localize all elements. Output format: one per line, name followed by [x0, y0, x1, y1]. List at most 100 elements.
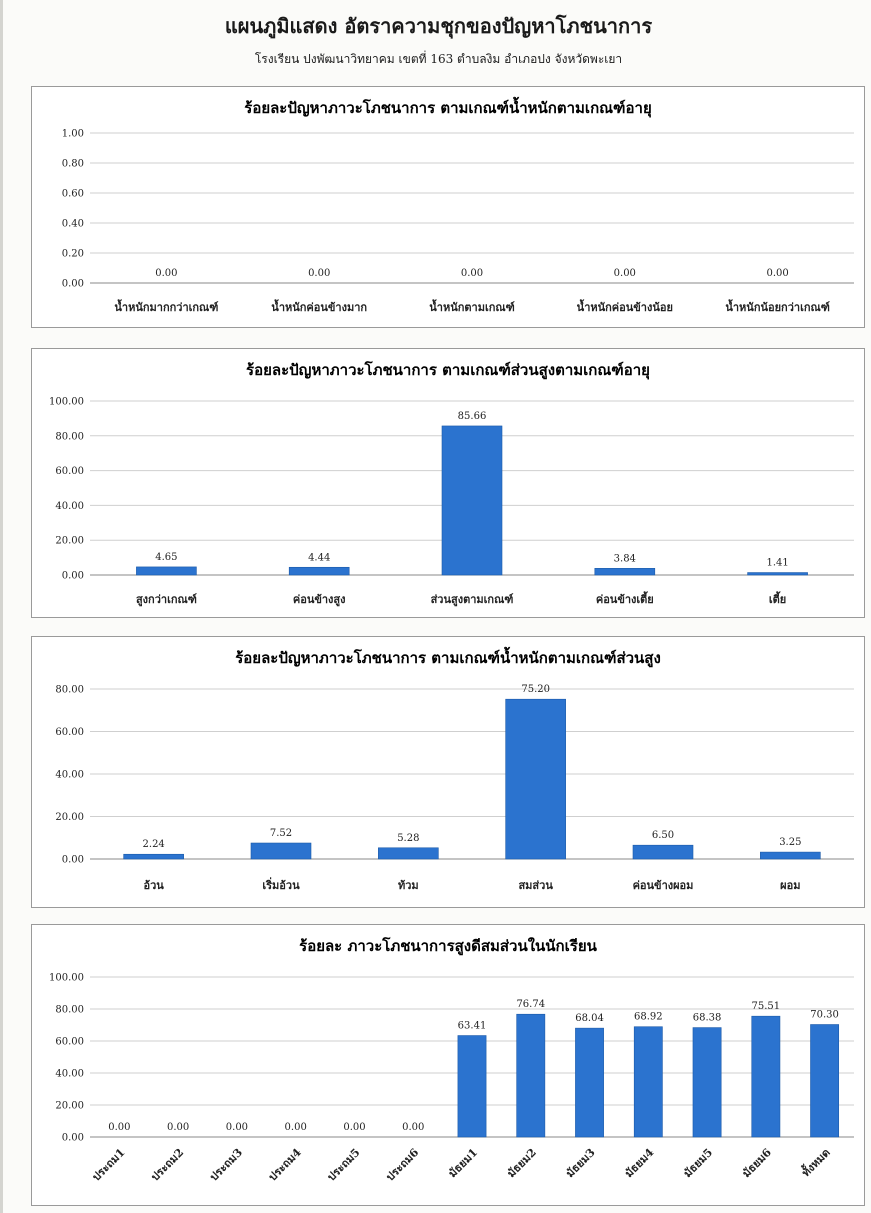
data-label: 0.00	[766, 268, 788, 279]
data-label: 1.41	[766, 558, 788, 569]
category-label: ท้วม	[398, 879, 419, 892]
y-tick-label: 60.00	[55, 466, 84, 477]
bar	[457, 1035, 487, 1138]
data-label: 76.74	[516, 999, 545, 1010]
category-label: เตี้ย	[769, 591, 786, 606]
y-tick-label: 80.00	[55, 685, 84, 696]
bar	[692, 1027, 722, 1138]
bar	[632, 844, 694, 860]
bar	[250, 842, 312, 860]
chart-panel-healthy-students: ร้อยละ ภาวะโภชนาการสูงดีสมส่วนในนักเรียน…	[31, 924, 865, 1206]
category-label: น้ำหนักค่อนข้างน้อย	[577, 299, 673, 314]
y-tick-label: 100.00	[49, 973, 84, 984]
data-label: 3.25	[779, 837, 801, 848]
data-label: 0.00	[108, 1122, 130, 1133]
data-label: 0.00	[461, 268, 483, 279]
y-tick-label: 100.00	[49, 397, 84, 408]
data-label: 68.04	[575, 1013, 604, 1024]
page-title: แผนภูมิแสดง อัตราความชุกของปัญหาโภชนาการ	[224, 14, 653, 38]
y-tick-label: 20.00	[55, 812, 84, 823]
y-tick-label: 40.00	[55, 501, 84, 512]
bar	[136, 566, 197, 576]
category-label: น้ำหนักค่อนข้างมาก	[271, 299, 367, 314]
category-label: ค่อนข้างสูง	[293, 593, 346, 607]
data-label: 0.00	[155, 268, 177, 279]
data-label: 0.00	[308, 268, 330, 279]
category-label: มัธยม4	[622, 1146, 656, 1180]
data-label: 3.84	[614, 553, 636, 564]
data-label: 6.50	[652, 830, 674, 841]
bar	[575, 1027, 604, 1138]
category-label: ประถม3	[207, 1146, 245, 1184]
category-label: มัธยม2	[505, 1146, 539, 1180]
data-label: 75.20	[521, 684, 550, 695]
y-tick-label: 0.80	[62, 159, 84, 170]
chart-healthy-students: ร้อยละ ภาวะโภชนาการสูงดีสมส่วนในนักเรียน…	[49, 936, 854, 1184]
data-label: 0.00	[167, 1122, 189, 1133]
data-label: 68.92	[634, 1012, 663, 1023]
y-tick-label: 0.20	[62, 249, 84, 260]
category-label: เริ่มอ้วน	[262, 877, 300, 892]
y-tick-label: 20.00	[55, 1101, 84, 1112]
page-subtitle: โรงเรียน ปงพัฒนาวิทยาคม เขตที่ 163 ตำบลง…	[254, 52, 623, 66]
data-label: 85.66	[458, 411, 487, 422]
category-label: ผอม	[780, 879, 800, 892]
category-label: มัธยม5	[681, 1146, 715, 1180]
category-label: น้ำหนักมากกว่าเกณฑ์	[114, 299, 218, 314]
y-tick-label: 20.00	[55, 536, 84, 547]
data-label: 4.44	[308, 552, 330, 563]
category-label: ประถม4	[266, 1146, 304, 1184]
chart-height-for-age: ร้อยละปัญหาภาวะโภชนาการ ตามเกณฑ์ส่วนสูงต…	[49, 360, 854, 607]
bar	[594, 568, 656, 576]
bar	[633, 1026, 663, 1138]
data-label: 75.51	[752, 1001, 781, 1012]
y-tick-label: 60.00	[55, 1037, 84, 1048]
y-tick-label: 60.00	[55, 727, 84, 738]
chart-weight-for-height: ร้อยละปัญหาภาวะโภชนาการ ตามเกณฑ์น้ำหนักต…	[55, 646, 854, 892]
chart-panel-height-for-age: ร้อยละปัญหาภาวะโภชนาการ ตามเกณฑ์ส่วนสูงต…	[31, 348, 865, 618]
chart-weight-for-age: ร้อยละปัญหาภาวะโภชนาการ ตามเกณฑ์น้ำหนักต…	[62, 96, 854, 314]
data-label: 0.00	[614, 268, 636, 279]
category-label: มัธยม1	[446, 1146, 480, 1180]
chart-title: ร้อยละปัญหาภาวะโภชนาการ ตามเกณฑ์น้ำหนักต…	[244, 96, 651, 118]
data-label: 2.24	[143, 839, 165, 850]
bar	[516, 1013, 546, 1138]
data-label: 70.30	[810, 1010, 839, 1021]
bar	[810, 1024, 840, 1138]
chart-title: ร้อยละปัญหาภาวะโภชนาการ ตามเกณฑ์น้ำหนักต…	[235, 646, 661, 668]
category-label: ค่อนข้างผอม	[633, 879, 694, 892]
data-label: 5.28	[397, 833, 419, 844]
bar	[441, 425, 503, 576]
y-tick-label: 0.00	[62, 571, 84, 582]
bar	[751, 1015, 781, 1138]
chart-title: ร้อยละ ภาวะโภชนาการสูงดีสมส่วนในนักเรียน	[299, 936, 597, 956]
category-label: อ้วน	[144, 879, 165, 892]
bar	[760, 851, 821, 860]
data-label: 63.41	[458, 1021, 487, 1032]
category-label: น้ำหนักน้อยกว่าเกณฑ์	[725, 299, 829, 314]
y-tick-label: 0.00	[62, 1133, 84, 1144]
chart-panel-weight-for-age: ร้อยละปัญหาภาวะโภชนาการ ตามเกณฑ์น้ำหนักต…	[31, 86, 865, 328]
y-tick-label: 0.00	[62, 279, 84, 290]
chart-title: ร้อยละปัญหาภาวะโภชนาการ ตามเกณฑ์ส่วนสูงต…	[246, 360, 650, 380]
category-label: ประถม5	[325, 1146, 363, 1184]
y-tick-label: 80.00	[55, 1005, 84, 1016]
data-label: 0.00	[285, 1122, 307, 1133]
data-label: 4.65	[155, 552, 177, 563]
category-label: มัธยม6	[740, 1146, 774, 1180]
y-tick-label: 0.40	[62, 219, 84, 230]
bar	[747, 572, 808, 576]
data-label: 7.52	[270, 828, 292, 839]
y-tick-label: 40.00	[55, 1069, 84, 1080]
data-label: 0.00	[226, 1122, 248, 1133]
data-label: 68.38	[693, 1013, 722, 1024]
bar	[288, 566, 350, 576]
bar	[123, 853, 184, 860]
category-label: ส่วนสูงตามเกณฑ์	[431, 593, 514, 607]
y-tick-label: 0.00	[62, 855, 84, 866]
data-label: 0.00	[343, 1122, 365, 1133]
y-tick-label: 1.00	[62, 129, 84, 140]
category-label: ประถม1	[90, 1146, 128, 1184]
chart-panel-weight-for-height: ร้อยละปัญหาภาวะโภชนาการ ตามเกณฑ์น้ำหนักต…	[31, 636, 865, 908]
